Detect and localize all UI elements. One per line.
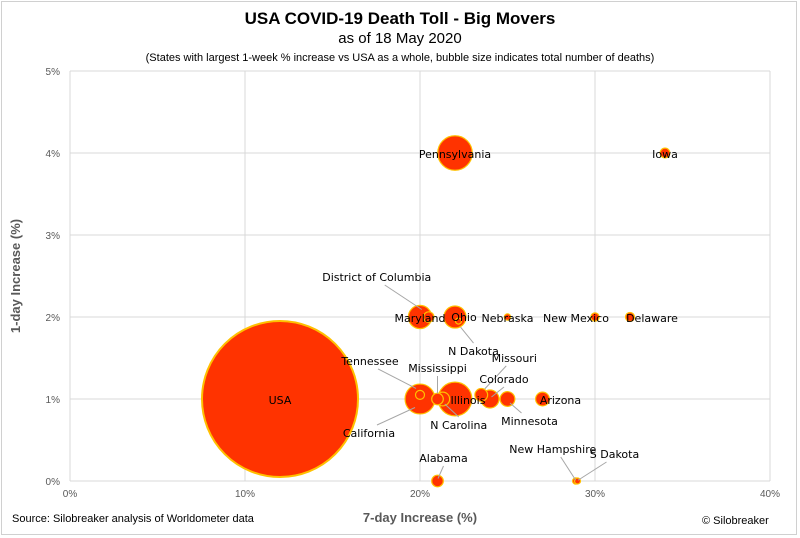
leader-lines	[376, 284, 607, 481]
x-tick-label: 30%	[585, 489, 605, 500]
bubble-nebraska	[503, 313, 512, 321]
leader-line	[484, 365, 507, 390]
leader-line	[460, 326, 474, 344]
data-label: Colorado	[479, 373, 528, 386]
y-tick-label: 5%	[46, 67, 61, 78]
data-label: Alabama	[419, 452, 468, 465]
y-tick-label: 1%	[46, 395, 61, 406]
bubble-missouri	[474, 387, 489, 402]
data-label: Ohio	[451, 311, 477, 324]
leader-line	[491, 386, 505, 398]
y-tick-label: 3%	[46, 231, 61, 242]
leader-line	[560, 456, 577, 481]
y-axis-label: 1-day Increase (%)	[8, 219, 23, 333]
leader-line	[437, 465, 444, 479]
x-axis-label: 7-day Increase (%)	[363, 510, 477, 525]
leader-line	[509, 402, 522, 414]
data-label: New Hampshire	[509, 443, 596, 456]
bubble-n-dakota	[454, 317, 463, 325]
data-label: New Mexico	[543, 312, 609, 325]
copyright-note: © Silobreaker	[702, 515, 769, 527]
x-tick-label: 0%	[63, 489, 78, 500]
data-label: Pennsylvania	[419, 148, 491, 161]
bubble-minnesota	[499, 391, 516, 407]
bubble-delaware	[624, 311, 636, 323]
bubble-pennsylvania	[437, 135, 473, 171]
leader-line	[376, 407, 416, 426]
bubble-usa	[201, 320, 359, 478]
data-labels: USA Pennsylvania Iowa Maryland Ohio District …	[269, 148, 679, 465]
data-label: S Dakota	[590, 448, 639, 461]
bubble-district-of-columbia	[422, 311, 435, 323]
data-label: Minnesota	[501, 415, 558, 428]
data-label: Arizona	[540, 394, 581, 407]
data-label: Tennessee	[340, 355, 399, 368]
data-label: Missouri	[492, 352, 537, 365]
chart-title: USA COVID-19 Death Toll - Big Movers	[244, 9, 556, 28]
leader-line	[377, 368, 417, 389]
chart-subtitle: as of 18 May 2020	[338, 30, 462, 47]
y-tick-label: 0%	[46, 477, 61, 488]
data-label: District of Columbia	[322, 271, 431, 284]
y-tick-label: 2%	[46, 313, 61, 324]
leader-line	[577, 461, 607, 481]
x-tick-label: 10%	[235, 489, 255, 500]
data-label: Maryland	[394, 312, 445, 325]
bubble-iowa	[659, 147, 671, 159]
chart-note: (States with largest 1-week % increase v…	[145, 52, 655, 64]
data-label: Nebraska	[482, 312, 534, 325]
data-label: N Carolina	[430, 419, 487, 432]
bubble-new-mexico	[590, 312, 600, 322]
data-label: Illinois	[451, 394, 486, 407]
data-label: N Dakota	[448, 345, 499, 358]
bubbles	[201, 135, 671, 488]
x-tick-label: 40%	[760, 489, 780, 500]
source-note: Source: Silobreaker analysis of Worldome…	[12, 513, 254, 525]
leader-line	[444, 403, 460, 418]
data-label: Iowa	[652, 148, 678, 161]
data-label: California	[343, 427, 395, 440]
bubble-arizona	[535, 391, 550, 407]
bubble-tennessee	[414, 389, 426, 400]
axis-ticks: 0% 10% 20% 30% 40% 0% 1% 2% 3% 4% 5%	[46, 67, 781, 500]
bubble-mississippi	[431, 392, 444, 406]
data-label: Delaware	[626, 312, 678, 325]
bubble-alabama	[431, 474, 444, 488]
y-tick-label: 4%	[46, 149, 61, 160]
x-tick-label: 20%	[410, 489, 430, 500]
data-label: Mississippi	[408, 362, 467, 375]
leader-line	[384, 284, 423, 310]
data-label: USA	[269, 394, 292, 407]
